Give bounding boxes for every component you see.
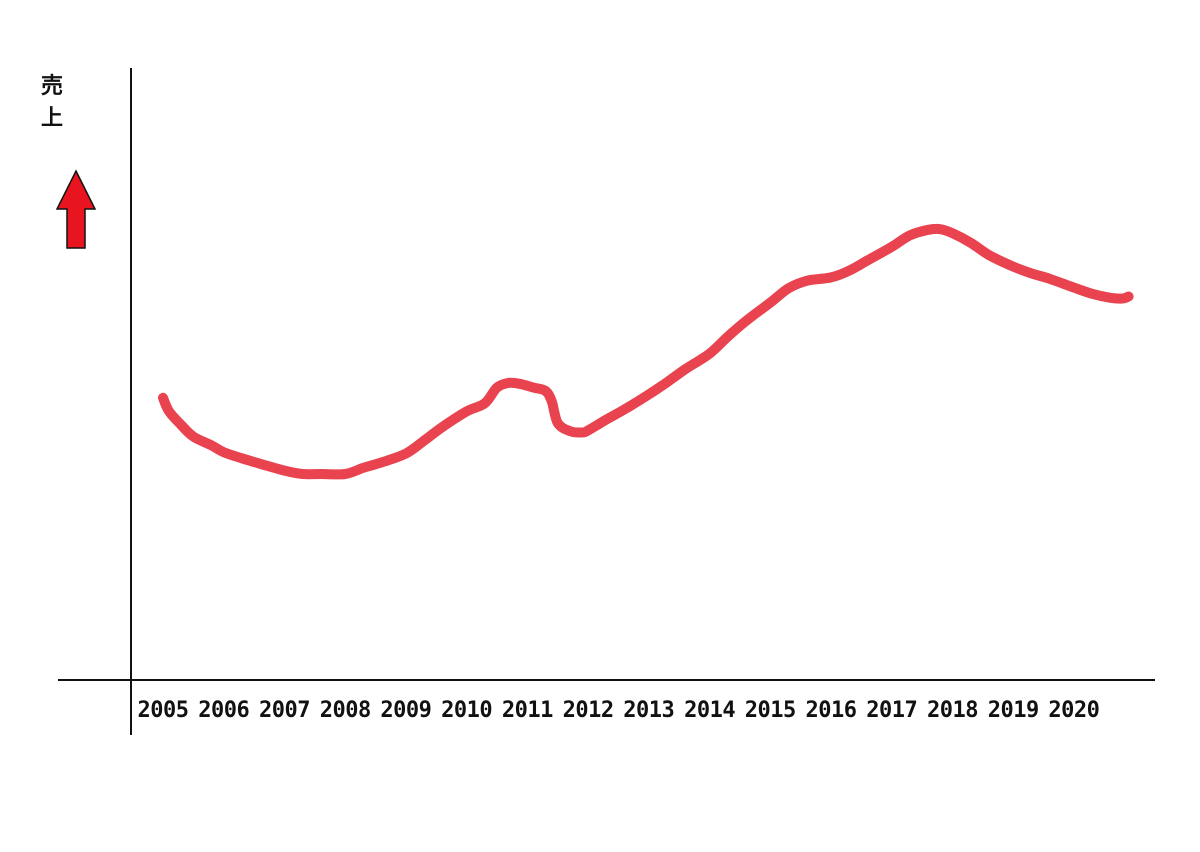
- up-arrow-icon: [55, 169, 97, 249]
- x-tick-label-2010: 2010: [441, 698, 492, 723]
- x-tick-label-2014: 2014: [684, 698, 735, 723]
- x-tick-labels: 2005 2006 2007 2008 2009 2010 2011 2012 2013 2014…: [138, 698, 1100, 723]
- x-tick-label-2019: 2019: [988, 698, 1039, 723]
- x-tick-label-2015: 2015: [745, 698, 796, 723]
- y-axis-label-char-1: 売: [41, 73, 63, 99]
- x-tick-label-2016: 2016: [806, 698, 857, 723]
- sales-line: [158, 223, 1134, 480]
- x-tick-label-2008: 2008: [320, 698, 371, 723]
- axes: [58, 68, 1155, 735]
- x-tick-label-2017: 2017: [866, 698, 917, 723]
- x-tick-label-2013: 2013: [623, 698, 674, 723]
- y-axis-label: 売 上: [41, 73, 63, 131]
- series: [158, 223, 1134, 480]
- x-tick-label-2007: 2007: [259, 698, 310, 723]
- x-tick-label-2012: 2012: [563, 698, 614, 723]
- y-axis-label-char-2: 上: [41, 106, 63, 131]
- x-tick-label-2020: 2020: [1048, 698, 1099, 723]
- x-tick-label-2005: 2005: [138, 698, 189, 723]
- x-tick-label-2018: 2018: [927, 698, 978, 723]
- x-tick-label-2011: 2011: [502, 698, 553, 723]
- x-tick-label-2006: 2006: [198, 698, 249, 723]
- x-tick-label-2009: 2009: [380, 698, 431, 723]
